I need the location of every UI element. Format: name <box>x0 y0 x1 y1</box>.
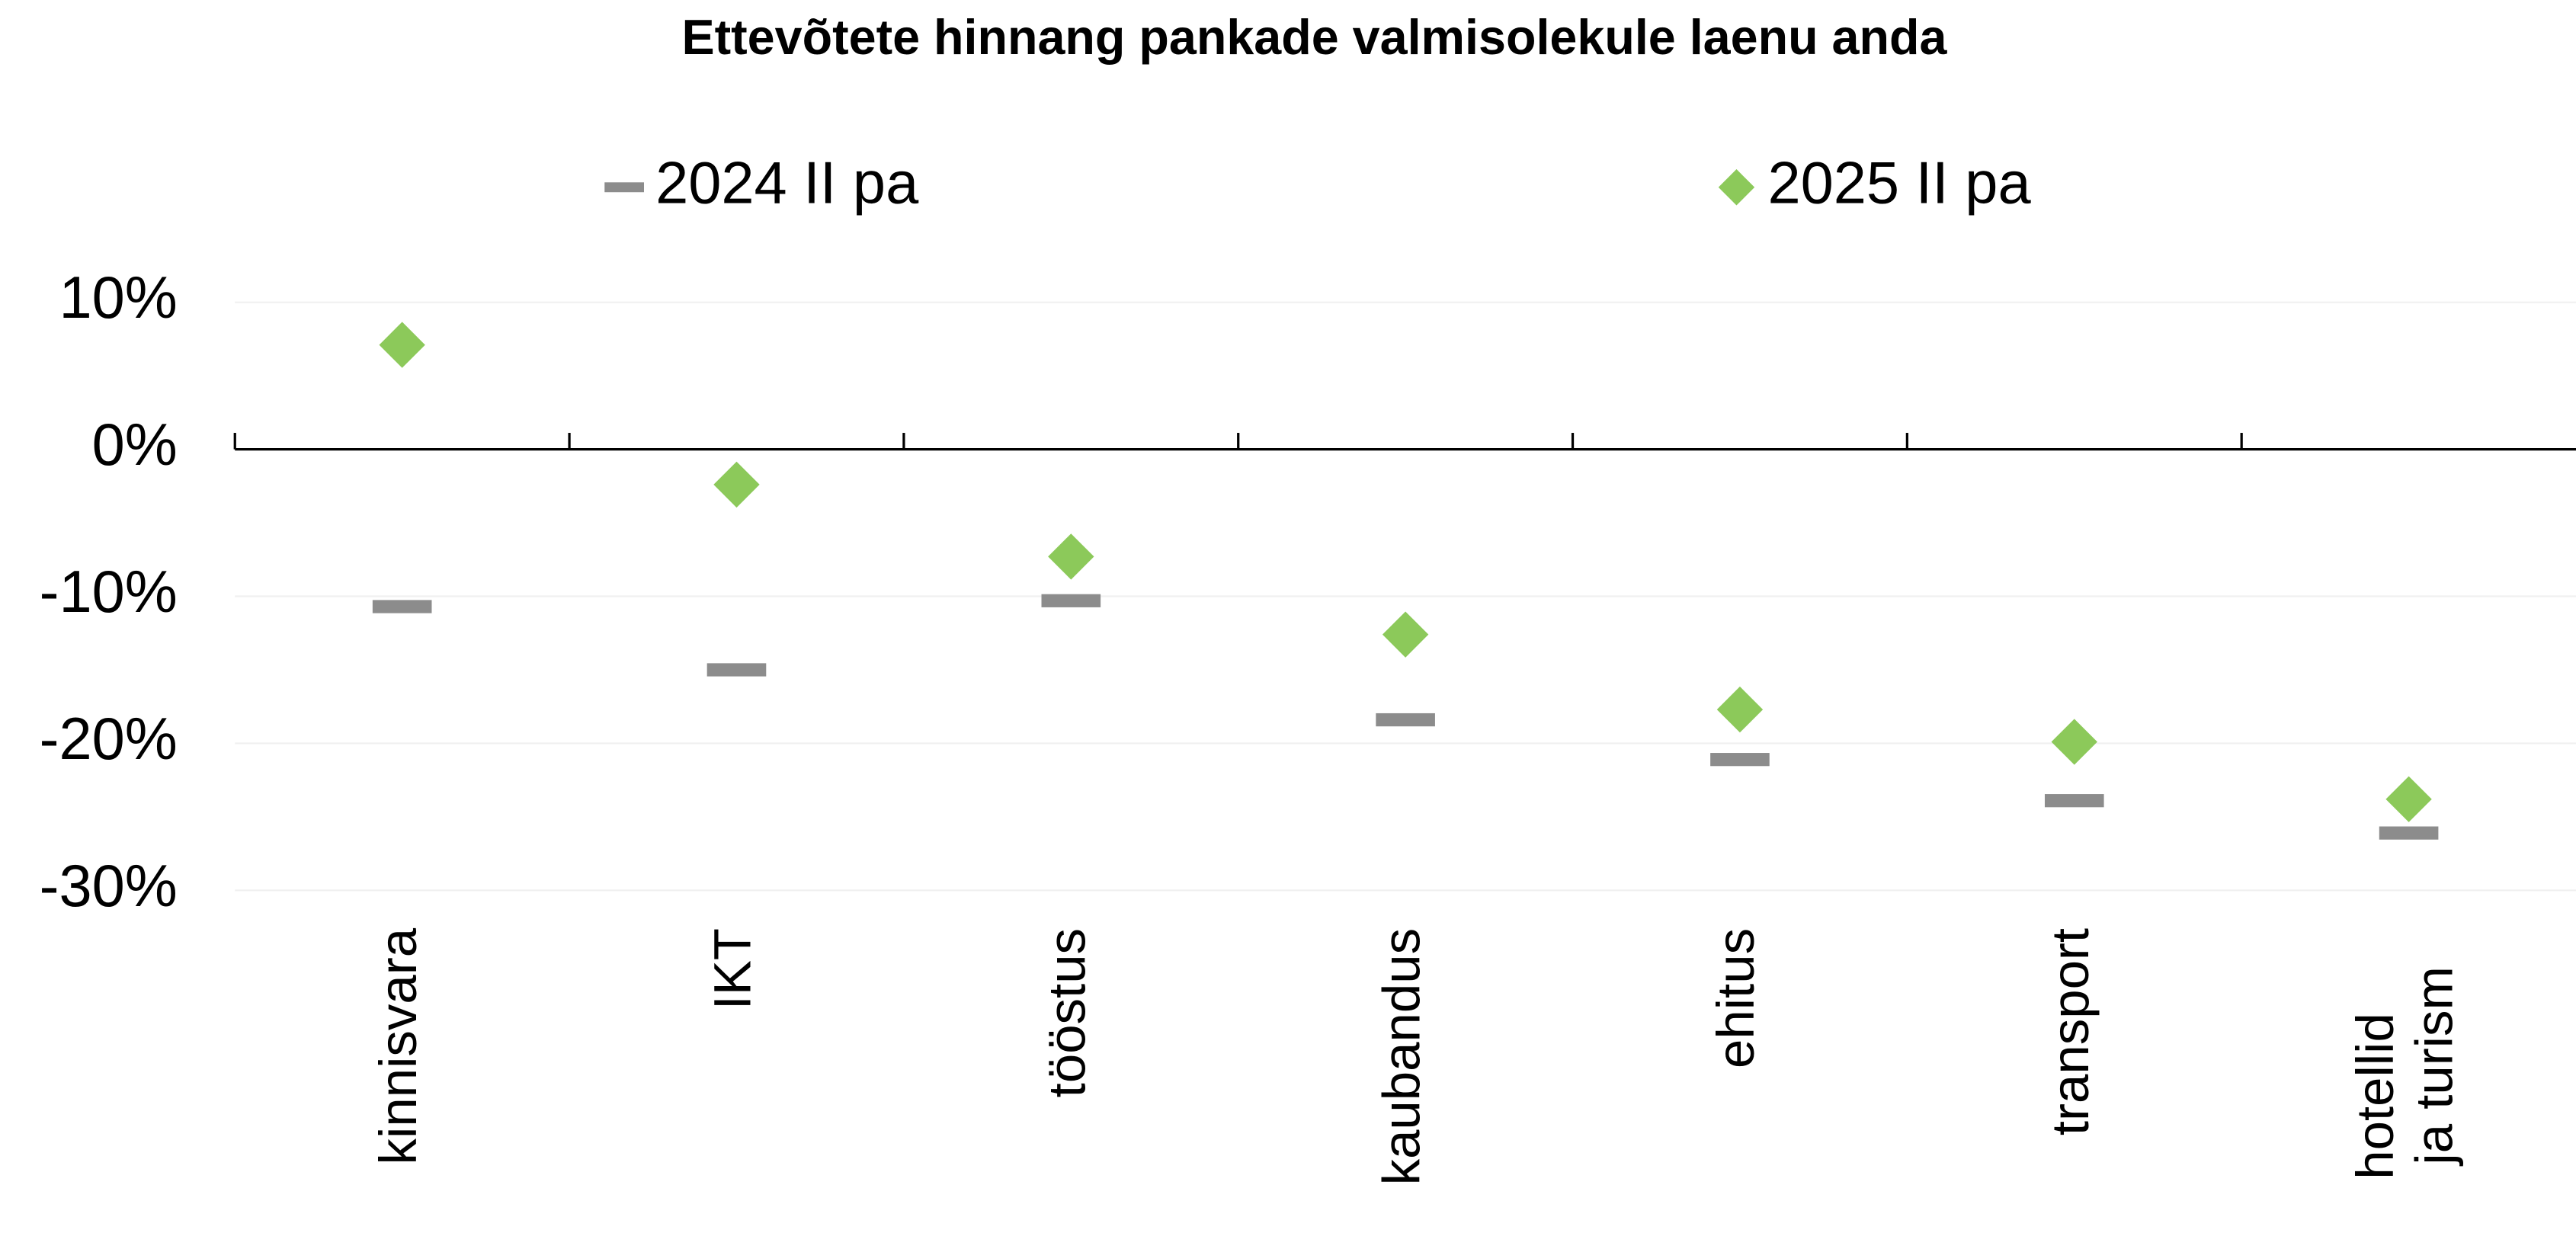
data-point <box>2044 794 2104 808</box>
data-point <box>2379 826 2439 840</box>
y-tick-label: -10% <box>40 559 178 625</box>
x-tick-label-line: hotellid <box>2346 1013 2405 1180</box>
data-point <box>2051 719 2097 765</box>
data-point <box>372 600 432 613</box>
legend-item: 2025 II pa <box>1718 150 2031 216</box>
data-point <box>1382 611 1429 658</box>
y-tick-label: 0% <box>92 412 178 478</box>
data-point <box>713 461 760 508</box>
data-point <box>1710 753 1770 767</box>
data-point <box>379 322 425 368</box>
legend-label: 2024 II pa <box>655 150 919 216</box>
legend-label: 2025 II pa <box>1767 150 2031 216</box>
data-point <box>1041 594 1101 607</box>
legend-marker <box>1718 169 1755 206</box>
data-point <box>2385 776 2432 822</box>
x-tick-label: transport <box>2041 928 2100 1135</box>
x-tick-label: kaubandus <box>1372 928 1431 1185</box>
legend-marker <box>604 182 644 193</box>
chart-title: Ettevõtete hinnang pankade valmisolekule… <box>681 9 1947 65</box>
data-point <box>1716 686 1764 733</box>
legend-item: 2024 II pa <box>604 150 919 216</box>
y-tick-label: -30% <box>40 853 178 919</box>
x-tick-label: ehitus <box>1706 928 1765 1068</box>
y-tick-label: -20% <box>40 706 178 772</box>
x-tick-label-line: ja turism <box>2405 966 2464 1180</box>
x-tick-label: IKT <box>703 928 762 1010</box>
data-point <box>1048 533 1094 580</box>
data-point <box>1376 713 1435 727</box>
x-tick-label: tööstus <box>1038 928 1097 1097</box>
x-tick-label: hotellid ja turism <box>2346 966 2464 1180</box>
x-tick-label: kinnisvara <box>369 927 428 1164</box>
y-tick-label: 10% <box>59 265 177 331</box>
data-point <box>706 663 767 677</box>
